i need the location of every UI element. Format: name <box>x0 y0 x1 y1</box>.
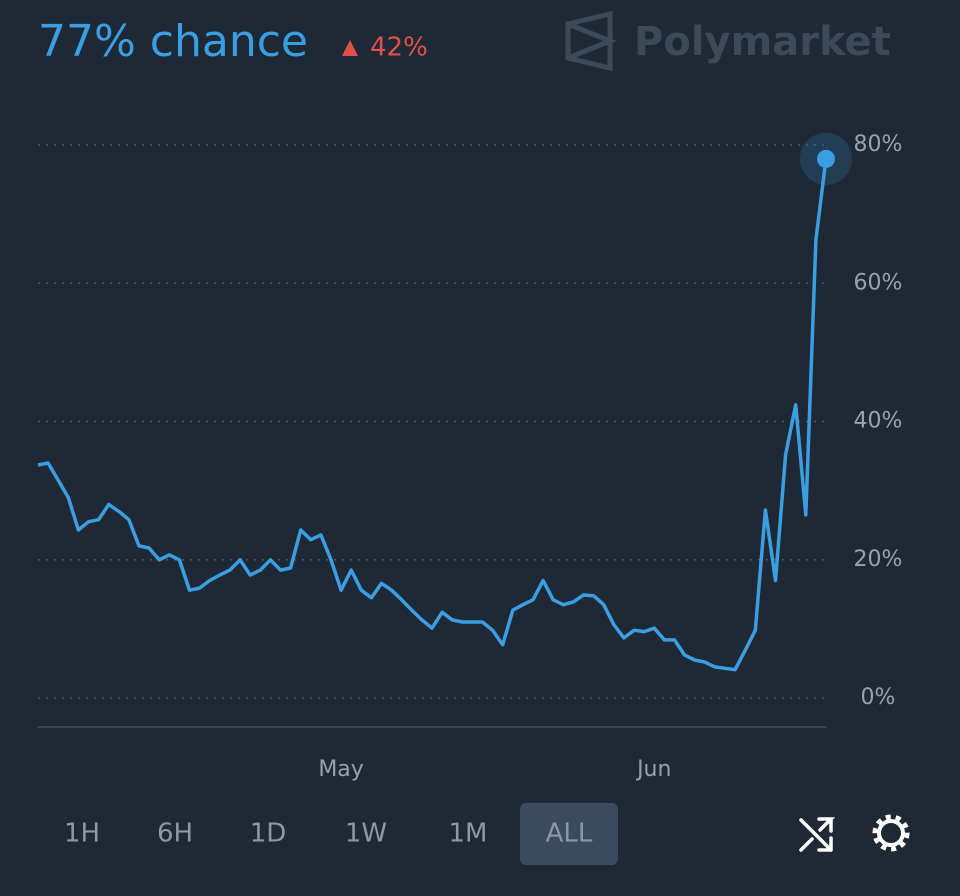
x-tick-label: May <box>318 757 363 782</box>
x-tick-label: Jun <box>635 757 671 782</box>
change-label: 42% <box>370 33 428 63</box>
range-button[interactable]: 6H <box>157 819 193 849</box>
brand-name: Polymarket <box>634 19 891 65</box>
end-point <box>817 149 835 168</box>
chart-title: 77% chance <box>38 16 308 67</box>
y-tick-label: 20% <box>854 547 903 572</box>
settings-icon[interactable] <box>872 814 910 852</box>
shuffle-icon[interactable] <box>799 817 836 852</box>
y-tick-label: 60% <box>854 270 903 295</box>
range-button[interactable]: 1M <box>449 819 488 849</box>
range-button[interactable]: ALL <box>546 819 593 849</box>
brand-logo <box>565 10 617 72</box>
selected-range-bg <box>520 803 618 865</box>
y-tick-label: 0% <box>861 685 896 710</box>
up-arrow-icon <box>342 40 358 56</box>
line-series <box>37 158 828 672</box>
range-button[interactable]: 1H <box>64 819 100 849</box>
y-tick-label: 80% <box>854 132 903 157</box>
range-button[interactable]: 1W <box>345 819 387 849</box>
y-tick-label: 40% <box>854 409 903 434</box>
range-button[interactable]: 1D <box>250 819 287 849</box>
